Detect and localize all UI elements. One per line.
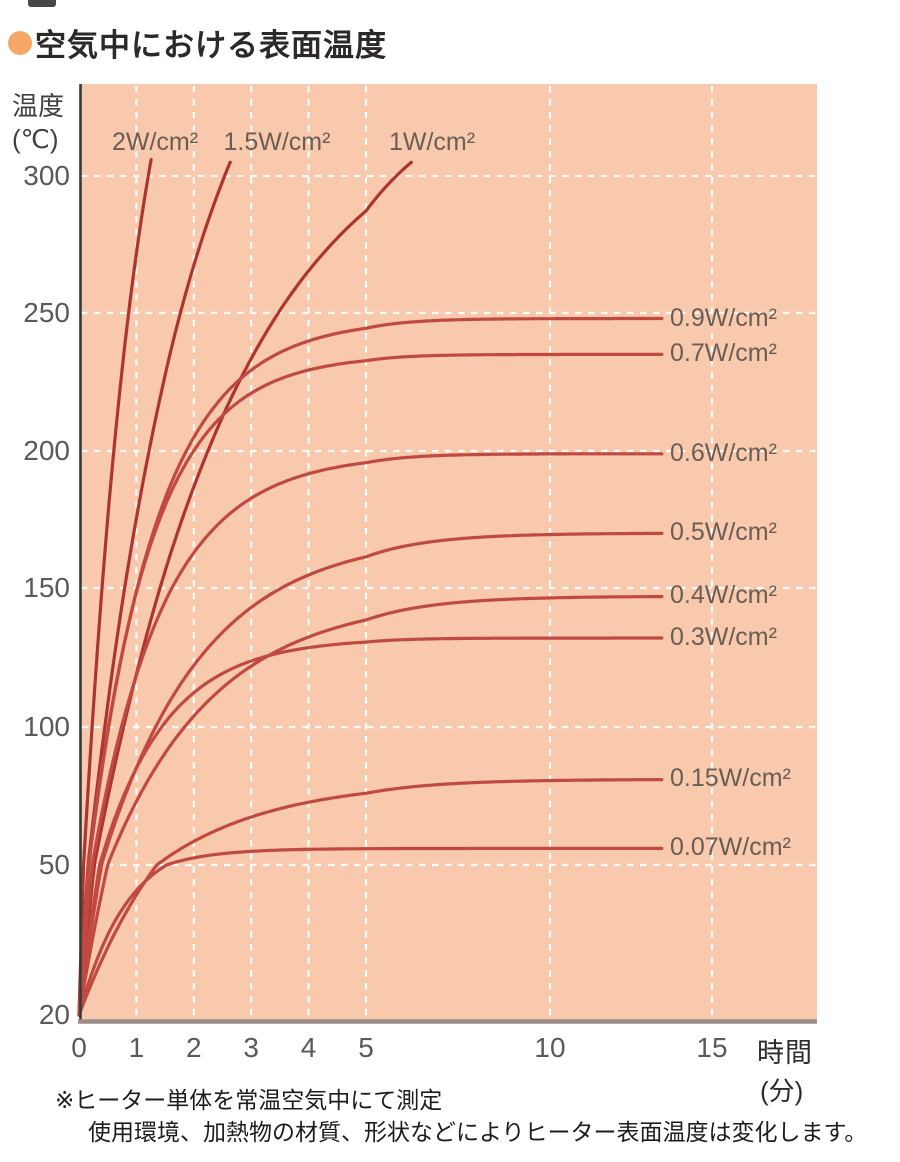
x-tick-label: 15: [696, 1032, 728, 1063]
x-tick-label: 4: [300, 1032, 317, 1063]
series-label: 0.4W/cm²: [670, 581, 777, 610]
footnote-line2: 使用環境、加熱物の材質、形状などによりヒーター表面温度は変化します。: [88, 1119, 868, 1145]
y-tick-label: 150: [23, 572, 70, 603]
series-label: 0.3W/cm²: [670, 623, 777, 652]
footnote-line1: ※ヒーター単体を常温空気中にて測定: [55, 1087, 443, 1113]
x-tick-label: 5: [358, 1032, 374, 1063]
series-label: 0.6W/cm²: [670, 438, 777, 467]
series-label: 0.07W/cm²: [670, 833, 791, 862]
x-tick-label: 3: [243, 1032, 259, 1063]
y-tick-label: 250: [23, 297, 70, 328]
y-axis-title-line2: (℃): [12, 124, 59, 154]
series-label: 0.9W/cm²: [670, 303, 777, 332]
x-tick-label: 2: [186, 1032, 202, 1063]
x-axis-title-line2: (分): [760, 1076, 804, 1106]
series-label: 0.15W/cm²: [670, 764, 791, 793]
series-label: 1.5W/cm²: [223, 128, 331, 156]
series-label: 2W/cm²: [111, 128, 199, 156]
x-tick-label: 10: [534, 1032, 566, 1063]
x-tick-label: 1: [128, 1032, 145, 1063]
y-axis-title: 温度 (℃): [12, 90, 64, 156]
bullet-icon: [8, 30, 32, 55]
y-tick-label: 50: [38, 849, 70, 880]
series-label: 0.7W/cm²: [670, 339, 777, 368]
chart-title: 空気中における表面温度: [8, 20, 387, 65]
y-tick-label: 200: [23, 435, 70, 466]
y-tick-label: 300: [23, 160, 70, 191]
series-label: 1W/cm²: [388, 128, 476, 156]
y-tick-label: 100: [23, 711, 70, 742]
x-tick-label: 0: [71, 1032, 87, 1063]
crop-artifact: [28, 0, 56, 7]
x-axis-title-line1: 時間: [757, 1038, 813, 1068]
y-axis-title-line1: 温度: [12, 91, 65, 121]
series-label: 0.5W/cm²: [670, 518, 777, 547]
chart-title-text: 空気中における表面温度: [35, 28, 387, 63]
y-tick-label: 20: [38, 999, 70, 1030]
